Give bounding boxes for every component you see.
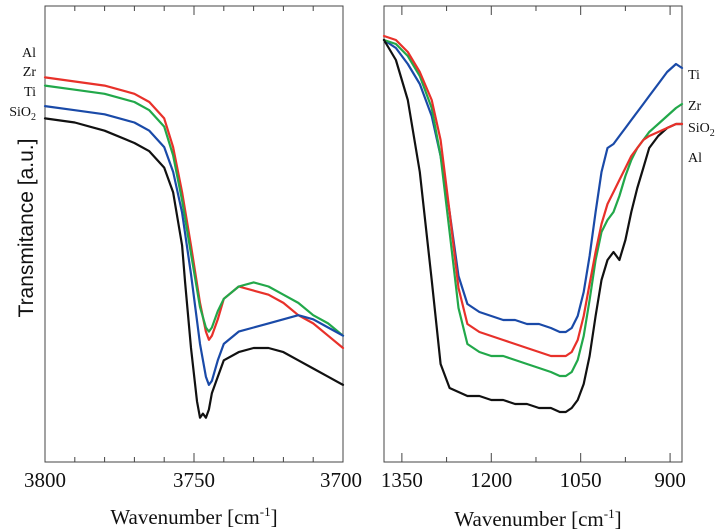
left-tick-label: 3750 xyxy=(173,468,215,492)
right-x-ticks xyxy=(401,6,671,462)
right-series-line-al xyxy=(382,34,684,358)
left-series-labels: Al Zr Ti SiO2 xyxy=(9,46,36,123)
right-series-line-sio2 xyxy=(382,38,684,414)
right-tick-label: 1350 xyxy=(381,468,423,492)
right-series-lines xyxy=(382,34,684,414)
left-series-line-ti xyxy=(43,105,345,386)
right-plot-frame xyxy=(383,5,683,463)
right-tick-label: 1200 xyxy=(470,468,512,492)
left-x-axis-title: Wavenumber [cm-1] xyxy=(110,504,277,529)
y-axis-title: Transmitance [a.u.] xyxy=(15,139,38,318)
right-tick-label: 1050 xyxy=(560,468,602,492)
right-series-label: Ti xyxy=(688,68,700,83)
right-series-label: SiO2 xyxy=(688,121,715,139)
left-x-ticks xyxy=(44,6,344,462)
left-series-label: Al xyxy=(22,46,36,61)
left-series-label: Zr xyxy=(23,65,37,80)
right-panel: 1350 1200 1050 900 Ti Zr SiO2 Al Wavenumber [c… xyxy=(381,5,715,531)
left-series-label: Ti xyxy=(24,85,36,100)
right-series-labels: Ti Zr SiO2 Al xyxy=(688,68,715,166)
right-x-axis-title: Wavenumber [cm-1] xyxy=(454,506,621,531)
left-tick-label: 3800 xyxy=(24,468,66,492)
left-series-line-al xyxy=(43,76,345,350)
left-series-lines xyxy=(43,76,345,419)
right-series-label: Zr xyxy=(688,99,702,114)
left-panel: 3800 3750 3700 Al Zr Ti SiO2 Wavenumber [cm-1… xyxy=(9,5,362,529)
left-tick-label: 3700 xyxy=(320,468,362,492)
left-series-label: SiO2 xyxy=(9,105,36,123)
right-x-tick-labels: 1350 1200 1050 900 xyxy=(381,468,686,492)
left-series-line-sio2 xyxy=(43,117,345,419)
left-plot-frame xyxy=(44,5,344,463)
right-series-label: Al xyxy=(688,151,702,166)
left-x-tick-labels: 3800 3750 3700 xyxy=(24,468,362,492)
right-tick-label: 900 xyxy=(654,468,686,492)
left-series-line-zr xyxy=(43,84,345,337)
